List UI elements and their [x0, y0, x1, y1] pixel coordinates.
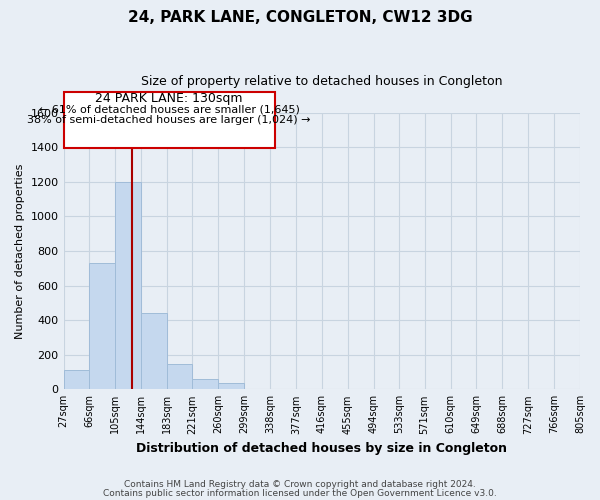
X-axis label: Distribution of detached houses by size in Congleton: Distribution of detached houses by size …: [136, 442, 507, 455]
FancyBboxPatch shape: [64, 92, 275, 148]
Text: Contains HM Land Registry data © Crown copyright and database right 2024.: Contains HM Land Registry data © Crown c…: [124, 480, 476, 489]
Text: 38% of semi-detached houses are larger (1,024) →: 38% of semi-detached houses are larger (…: [28, 114, 311, 124]
Text: 24 PARK LANE: 130sqm: 24 PARK LANE: 130sqm: [95, 92, 243, 104]
Title: Size of property relative to detached houses in Congleton: Size of property relative to detached ho…: [141, 75, 503, 88]
Bar: [141, 314, 167, 390]
Bar: [115, 182, 141, 390]
Text: Contains public sector information licensed under the Open Government Licence v3: Contains public sector information licen…: [103, 488, 497, 498]
Bar: [89, 263, 115, 390]
Text: ← 61% of detached houses are smaller (1,645): ← 61% of detached houses are smaller (1,…: [38, 104, 299, 115]
Bar: [64, 370, 89, 390]
Y-axis label: Number of detached properties: Number of detached properties: [15, 164, 25, 338]
Bar: [193, 379, 218, 390]
Bar: [167, 364, 193, 390]
Bar: [218, 384, 244, 390]
Text: 24, PARK LANE, CONGLETON, CW12 3DG: 24, PARK LANE, CONGLETON, CW12 3DG: [128, 10, 472, 25]
